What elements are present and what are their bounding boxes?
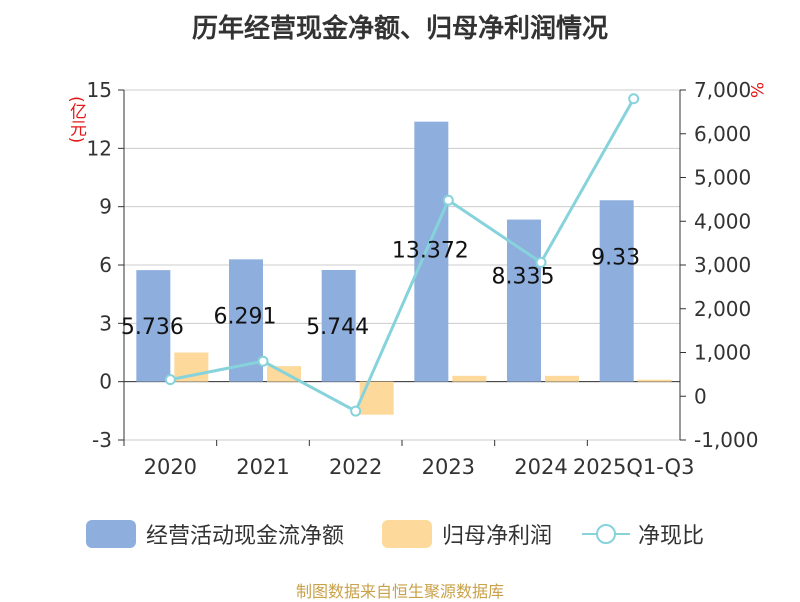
y-right-tick-label: 3,000 [694, 253, 751, 277]
legend-item-cashflow[interactable]: 经营活动现金流净额 [86, 516, 344, 552]
data-source-note: 制图数据来自恒生聚源数据库 [295, 582, 504, 601]
legend-label-ratio: 净现比 [638, 524, 705, 549]
legend-swatch-ratio [582, 520, 630, 548]
ratio-point [535, 256, 547, 268]
ratio-point [350, 405, 362, 417]
ratio-point [442, 194, 454, 206]
x-tick-label: 2020 [144, 455, 197, 479]
bar-profit [637, 379, 672, 382]
y-right-tick-label: 6,000 [694, 122, 751, 146]
y-left-tick-label: 9 [99, 195, 112, 219]
legend-label-profit: 归母净利润 [442, 524, 553, 549]
y-right-tick-label: 0 [694, 384, 707, 408]
y-left-tick-label: 6 [99, 253, 112, 277]
x-tick-label: 2023 [422, 455, 475, 479]
data-labels: 5.736 6.291 5.744 13.372 8.335 9.33 [121, 239, 640, 340]
bar-cashflow [599, 200, 634, 382]
bars [136, 121, 672, 415]
x-tick-label: 2021 [236, 455, 289, 479]
y-right-tick-label: 1,000 [694, 341, 751, 365]
ratio-point [257, 355, 269, 367]
legend-label-cashflow: 经营活动现金流净额 [146, 524, 345, 549]
data-label-cashflow: 13.372 [392, 239, 469, 264]
bar-profit [359, 381, 394, 415]
data-label-cashflow: 5.736 [121, 315, 184, 340]
y-left-tick-label: -3 [92, 428, 112, 452]
data-label-cashflow: 6.291 [214, 304, 277, 329]
chart-title: 历年经营现金净额、归母净利润情况 [191, 14, 608, 44]
y-left-tick-label: 3 [99, 311, 112, 335]
bar-cashflow [414, 121, 449, 382]
y-right-tick-label: -1,000 [694, 428, 758, 452]
bar-profit [545, 375, 579, 382]
bar-cashflow [507, 219, 541, 382]
y-right-tick-label: 5,000 [694, 166, 751, 190]
legend-swatch-cashflow [86, 520, 136, 548]
legend-item-ratio[interactable]: 净现比 [582, 516, 704, 552]
data-label-cashflow: 8.335 [492, 265, 555, 290]
ratio-point [164, 374, 176, 386]
y-left-tick-label: 12 [87, 136, 112, 160]
y-left-unit-label: (亿元) [66, 96, 86, 144]
y-left-tick-label: 15 [87, 78, 112, 102]
x-tick-label: 2022 [329, 455, 382, 479]
y-right-tick-label: 7,000 [694, 78, 751, 102]
data-label-cashflow: 5.744 [306, 315, 369, 340]
y-left-tick-label: 0 [99, 370, 112, 394]
bar-cashflow [136, 270, 171, 382]
bar-cashflow [321, 269, 356, 382]
x-tick-label: 2025Q1-Q3 [573, 455, 695, 479]
data-label-cashflow: 9.33 [591, 245, 640, 270]
legend-item-profit[interactable]: 归母净利润 [382, 516, 552, 552]
ratio-point [628, 93, 640, 105]
ratio-line-path [170, 98, 635, 414]
y-right-tick-label: 2,000 [694, 297, 751, 321]
legend: 经营活动现金流净额 归母净利润 净现比 [0, 516, 800, 552]
y-right-tick-label: 4,000 [694, 209, 751, 233]
axes: 15 12 9 6 3 0 -3 7,000 6,000 5,000 4,000 3,000 2,000… [87, 78, 759, 479]
legend-swatch-profit [382, 520, 432, 548]
bar-profit [452, 375, 487, 382]
x-tick-label: 2024 [514, 455, 567, 479]
ratio-line [164, 93, 640, 417]
